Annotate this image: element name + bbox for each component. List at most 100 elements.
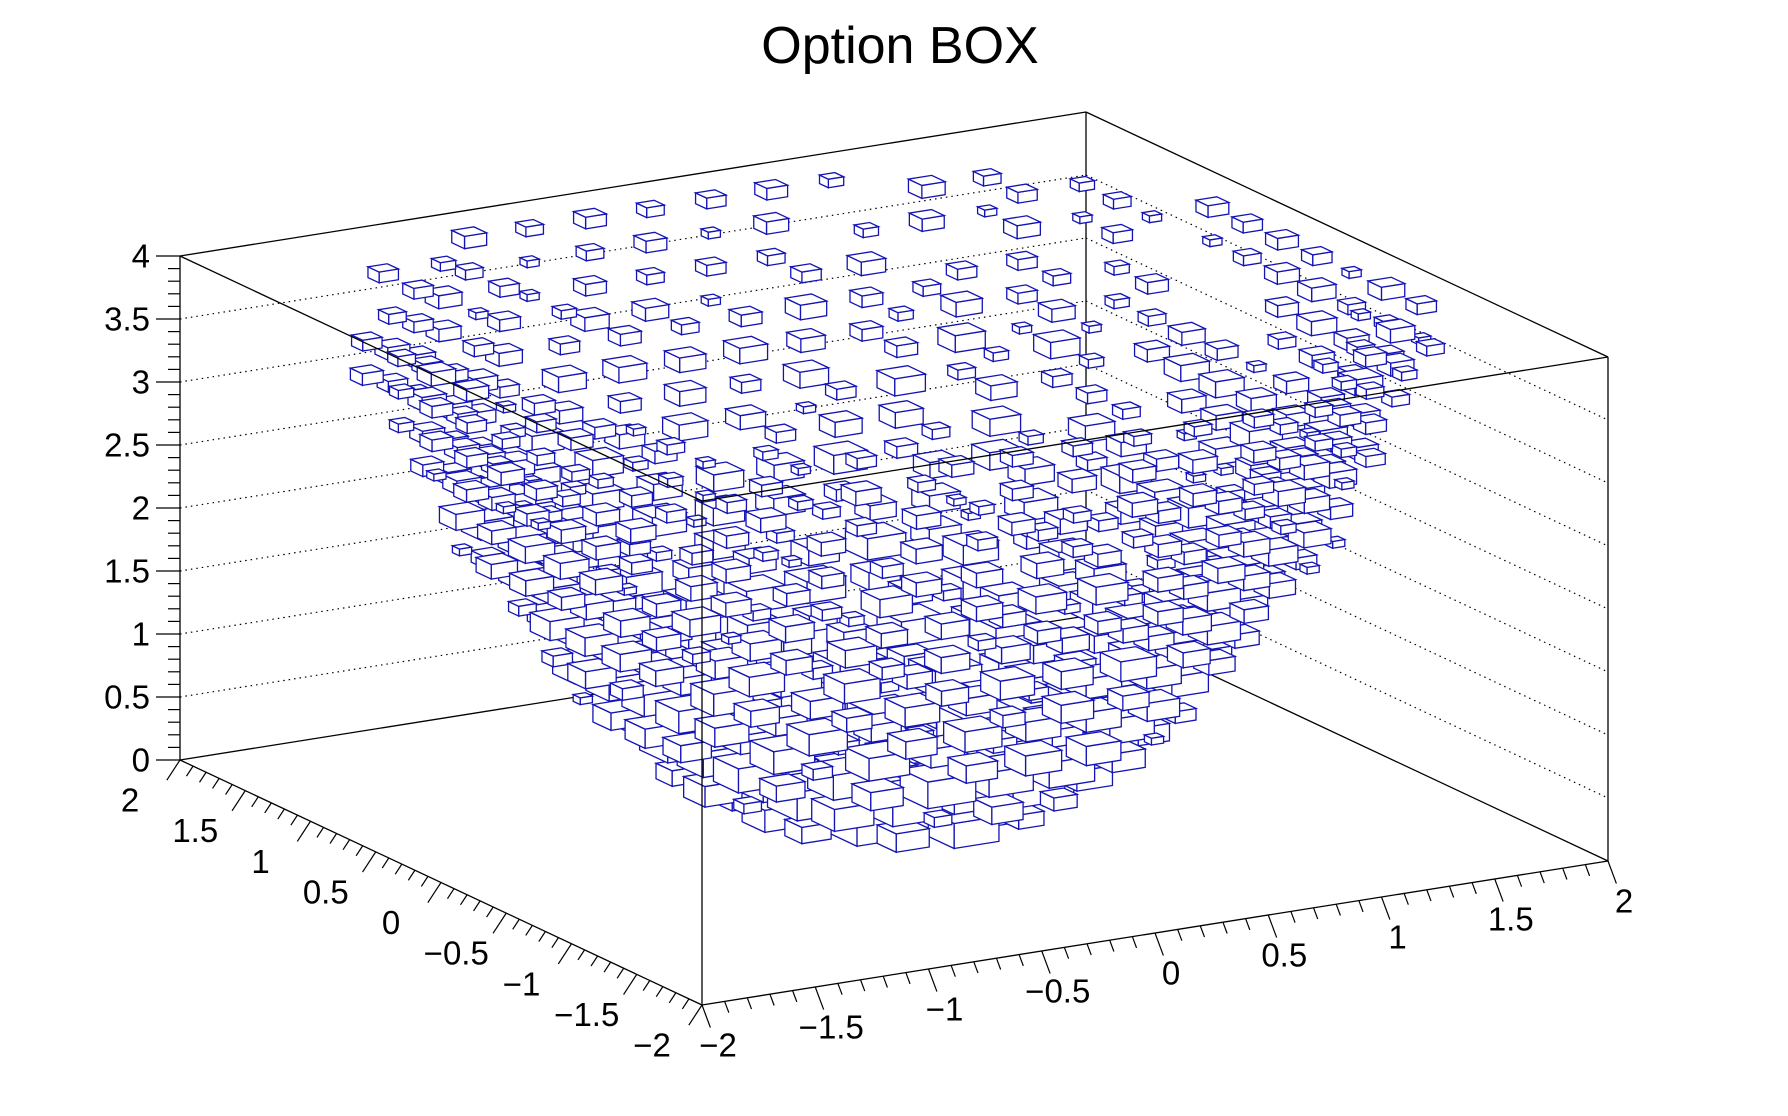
front-frame [156,111,1617,1028]
box-face-top [825,636,879,652]
box [699,293,723,308]
y-minor-tick [329,833,338,844]
box [779,554,804,569]
box [754,451,807,484]
box-face-top [868,557,906,568]
x-tick-label: 1.5 [1488,901,1534,938]
x-minor-tick [1471,882,1477,895]
box-face-top [517,255,542,262]
x-tick-label: −1 [926,991,964,1028]
box-face-top [1265,331,1299,341]
box [755,247,788,267]
box-face-top [1311,357,1341,366]
box [580,502,622,527]
box [453,413,489,435]
box-face-top [910,278,943,288]
box [1332,477,1357,491]
box [621,455,651,473]
box [555,427,596,452]
box [959,561,1005,589]
box-face-top [1238,440,1279,452]
box [486,277,522,299]
box [944,260,980,281]
x-major-tick [814,986,825,1010]
box [653,503,689,524]
frame-edge [1085,111,1609,358]
box-face-top [489,431,523,440]
box-face-top [1268,436,1315,450]
box-face-top [485,461,527,474]
box [1414,338,1447,358]
box [693,455,718,470]
box-face-top [453,413,489,424]
box-face-top [713,493,749,504]
box [693,189,729,210]
box [1238,440,1279,464]
box-face-top [1262,261,1302,273]
box-face-top [1040,690,1096,706]
box-face-top [1068,175,1097,184]
y-minor-tick [642,980,651,991]
box-face-top [662,346,709,359]
box [709,591,754,619]
box [1302,433,1335,453]
y-minor-tick [459,894,468,906]
box [1263,228,1301,252]
box [1330,441,1359,459]
box [452,446,490,469]
box-face-top [507,568,556,582]
box [959,594,1005,623]
box [808,601,844,622]
box-face-top [1198,403,1245,417]
y-major-tick [427,882,442,903]
box-face-top [662,379,709,393]
box-face-top [1227,598,1271,611]
x-minor-tick [1290,911,1296,923]
box [964,531,1000,552]
box [726,305,765,328]
box [485,461,527,487]
box-face-top [935,322,988,337]
box [783,293,829,321]
box-face-top [669,316,702,326]
x-tick-label: −0.5 [1025,973,1090,1010]
y-major-tick [623,974,638,995]
boxes [348,167,1447,854]
box [634,199,667,219]
x-tick-label: −1.5 [799,1009,864,1046]
box-face-top [506,598,539,607]
box-face-top [1203,524,1244,536]
box-face-top [959,594,1005,608]
box [1166,321,1208,347]
y-major-tick [296,820,312,842]
x-major-tick [1041,950,1051,974]
box-face-top [417,396,456,408]
x-minor-tick [859,979,866,992]
box-face-top [858,585,915,601]
box [423,285,465,310]
box-face-top [898,537,945,550]
box [1365,276,1407,302]
box-face-top [852,221,881,230]
y-tick-label: 1 [251,843,269,880]
box [1075,572,1131,607]
box-face-top [1263,228,1301,240]
box-face-top [693,189,729,199]
y-minor-tick [290,814,298,826]
box-face-top [751,211,791,223]
box-face-top [987,705,1028,717]
box [424,468,449,482]
frame-edge [179,111,1087,257]
box-face-top [634,266,667,276]
box-face-top [973,373,1020,387]
box-face-top [613,517,659,530]
box-face-top [967,499,997,508]
box [786,494,816,512]
x-major-tick [1607,860,1617,884]
box [376,306,409,326]
frame-edge [179,255,703,502]
box [789,462,813,477]
box-face-top [599,640,654,656]
box [821,668,883,705]
box-face-top [475,519,519,532]
